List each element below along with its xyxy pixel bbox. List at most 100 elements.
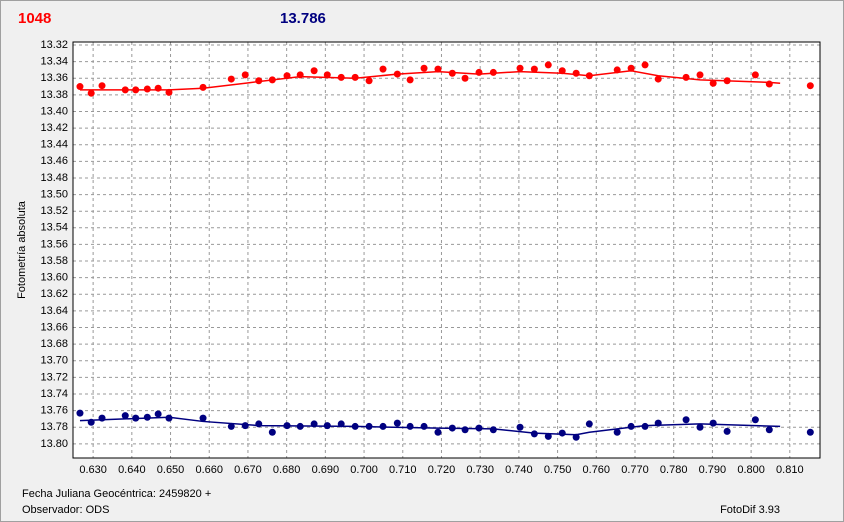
y-tick-label: 13.44 [40, 139, 68, 151]
data-point [765, 426, 773, 434]
y-tick-label: 13.80 [40, 438, 68, 450]
data-point [806, 82, 814, 90]
data-point [641, 422, 649, 430]
x-tick-label: 0.650 [157, 464, 185, 476]
data-point [87, 418, 95, 426]
y-tick-label: 13.36 [40, 72, 68, 84]
data-point [296, 71, 304, 79]
data-point [461, 426, 469, 434]
data-point [283, 72, 291, 80]
data-point [723, 77, 731, 85]
data-point [613, 66, 621, 74]
data-point [268, 76, 276, 84]
data-point [98, 82, 106, 90]
fit-line [79, 416, 781, 436]
data-point [227, 75, 235, 83]
data-point [627, 422, 635, 430]
x-tick-label: 0.670 [234, 464, 262, 476]
data-point [613, 428, 621, 436]
data-point [696, 71, 704, 79]
data-point [255, 420, 263, 428]
data-point [489, 68, 497, 76]
data-point [241, 71, 249, 79]
data-point [121, 412, 129, 420]
x-tick-label: 0.740 [505, 464, 533, 476]
data-point [351, 73, 359, 81]
y-tick-label: 13.74 [40, 388, 68, 400]
data-point [406, 422, 414, 430]
x-tick-label: 0.640 [118, 464, 146, 476]
y-tick-label: 13.38 [40, 89, 68, 101]
data-point [199, 83, 207, 91]
x-tick-label: 0.680 [273, 464, 301, 476]
plot-border [72, 41, 821, 459]
data-point [379, 65, 387, 73]
data-point [351, 422, 359, 430]
y-tick-label: 13.62 [40, 288, 68, 300]
software: FotoDif 3.93 [720, 504, 780, 516]
plot-area [73, 42, 820, 458]
data-point [765, 80, 773, 88]
data-point [572, 433, 580, 441]
data-point [696, 423, 704, 431]
y-tick-label: 13.52 [40, 205, 68, 217]
y-tick-label: 13.32 [40, 39, 68, 51]
data-point [310, 67, 318, 75]
x-tick-label: 0.630 [79, 464, 107, 476]
x-tick-label: 0.800 [737, 464, 765, 476]
data-point [268, 428, 276, 436]
data-point [323, 422, 331, 430]
x-tick-label: 0.720 [428, 464, 456, 476]
data-point [337, 73, 345, 81]
y-tick-label: 13.54 [40, 222, 68, 234]
x-tick-label: 0.750 [544, 464, 572, 476]
data-point [434, 428, 442, 436]
data-point [751, 416, 759, 424]
y-tick-label: 13.78 [40, 421, 68, 433]
data-point [654, 75, 662, 83]
x-tick-label: 0.790 [699, 464, 727, 476]
data-point [709, 79, 717, 87]
y-tick-label: 13.42 [40, 122, 68, 134]
data-point [165, 414, 173, 422]
x-tick-label: 0.810 [776, 464, 804, 476]
data-point [132, 414, 140, 422]
data-point [641, 61, 649, 69]
data-point [489, 426, 497, 434]
data-point [227, 422, 235, 430]
data-point [627, 64, 635, 72]
x-tick-label: 0.780 [660, 464, 688, 476]
y-tick-label: 13.66 [40, 321, 68, 333]
data-point [530, 430, 538, 438]
data-point [723, 427, 731, 435]
data-point [544, 61, 552, 69]
data-point [121, 86, 129, 94]
data-point [434, 65, 442, 73]
data-point [461, 74, 469, 82]
data-point [365, 77, 373, 85]
data-point [323, 71, 331, 79]
data-point [87, 89, 95, 97]
data-point [199, 414, 207, 422]
data-point [585, 72, 593, 80]
y-tick-label: 13.60 [40, 272, 68, 284]
y-tick-label: 13.40 [40, 105, 68, 117]
data-point [132, 86, 140, 94]
data-point [310, 420, 318, 428]
data-point [420, 64, 428, 72]
data-point [806, 428, 814, 436]
data-point [406, 76, 414, 84]
data-point [379, 422, 387, 430]
data-point [143, 85, 151, 93]
data-point [475, 424, 483, 432]
y-tick-label: 13.50 [40, 188, 68, 200]
data-point [516, 64, 524, 72]
data-point [751, 71, 759, 79]
data-point [558, 67, 566, 75]
data-point [296, 422, 304, 430]
y-axis-label: Fotometría absoluta [16, 200, 28, 299]
header-right: 13.786 [280, 10, 326, 27]
x-tick-label: 0.710 [389, 464, 417, 476]
data-point [154, 84, 162, 92]
data-point [76, 83, 84, 91]
